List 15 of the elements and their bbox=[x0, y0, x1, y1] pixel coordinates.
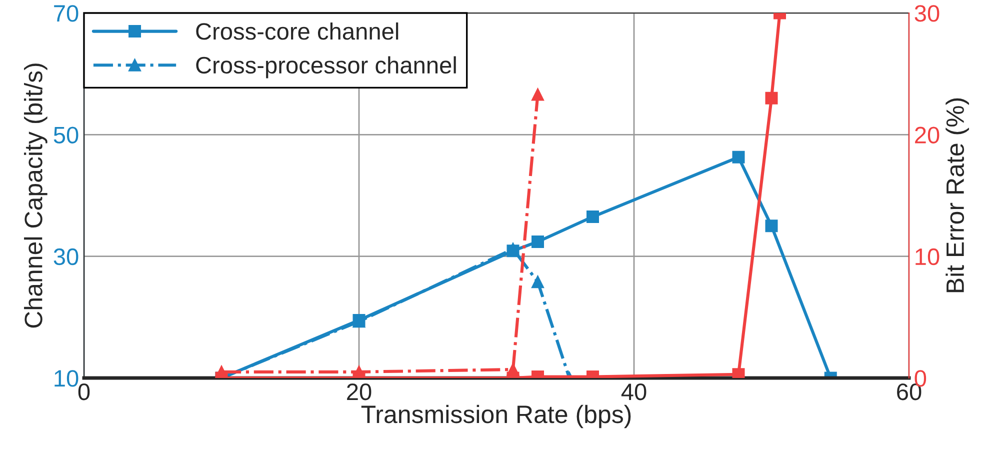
x-tick-label: 40 bbox=[621, 383, 646, 400]
x-axis-title: Transmission Rate (bps) bbox=[361, 404, 631, 428]
y2-tick-label: 20 bbox=[915, 126, 940, 144]
y-tick-label: 50 bbox=[54, 126, 78, 144]
legend-label: Cross-processor channel bbox=[196, 56, 456, 78]
y-tick-label: 30 bbox=[54, 248, 78, 266]
y-tick-label: 10 bbox=[54, 370, 78, 387]
y-tick-label: 70 bbox=[54, 5, 78, 22]
y2-tick-label: 30 bbox=[914, 5, 940, 22]
y2-tick-label: 10 bbox=[916, 248, 940, 266]
legend-label: Cross-core channel bbox=[196, 22, 398, 40]
y2-axis-title: Bit Error Rate (%) bbox=[946, 98, 969, 292]
x-tick-label: 20 bbox=[347, 383, 372, 400]
x-tick-label: 0 bbox=[78, 383, 90, 400]
y-axis-title: Channel Capacity (bit/s) bbox=[24, 64, 48, 328]
